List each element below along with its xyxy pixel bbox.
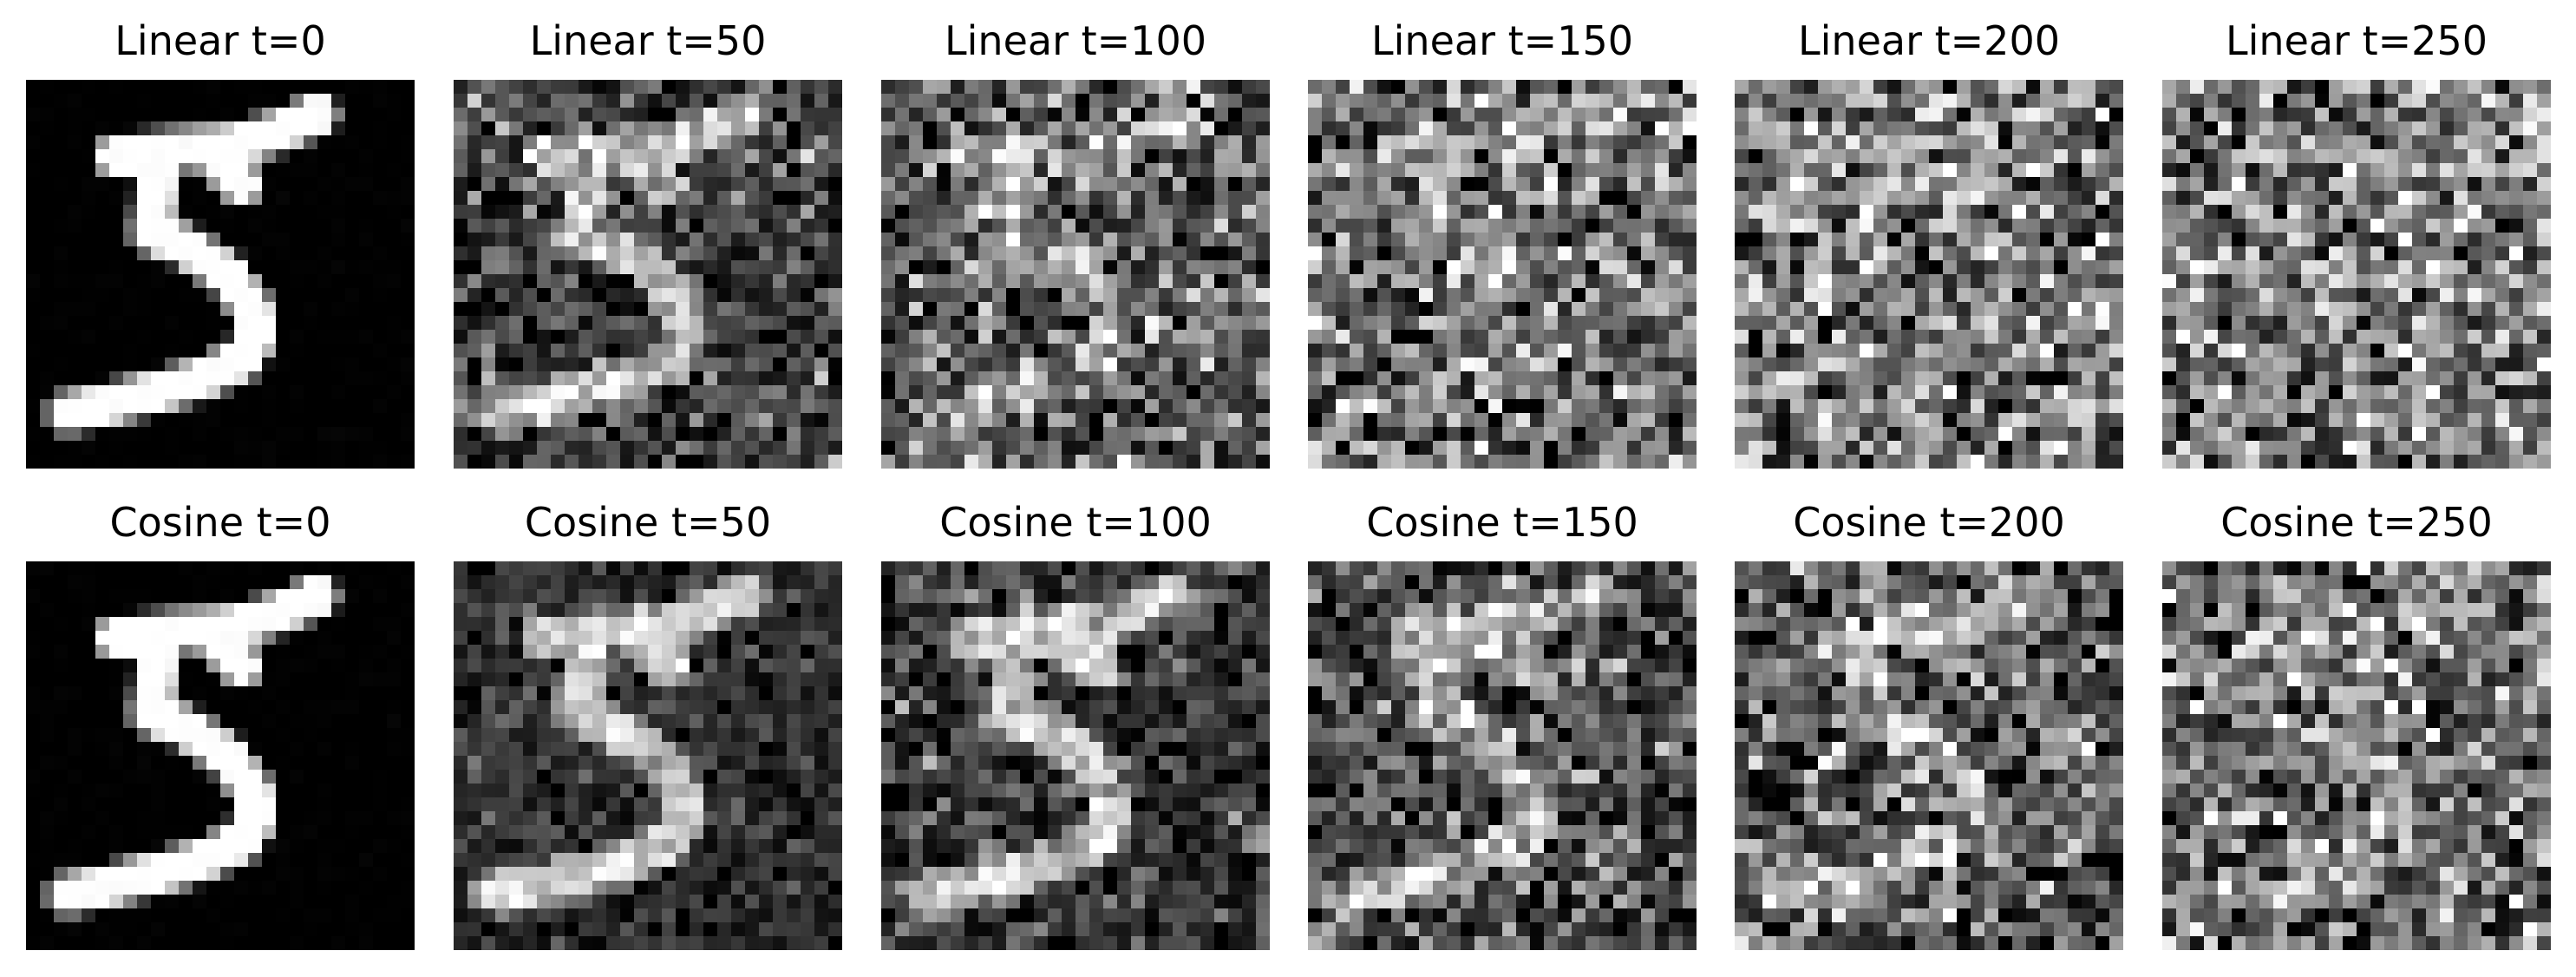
noisy-digit-image <box>881 80 1270 469</box>
panel-title: Linear t=250 <box>2226 17 2488 64</box>
panel-title: Linear t=100 <box>945 17 1206 64</box>
panel-linear-t200: Linear t=200 <box>1735 16 2123 469</box>
noisy-digit-image <box>1308 80 1697 469</box>
panel-title: Cosine t=150 <box>1366 499 1638 546</box>
panel-cosine-t150: Cosine t=150 <box>1308 497 1697 950</box>
panel-cosine-t200: Cosine t=200 <box>1735 497 2123 950</box>
panel-title: Cosine t=50 <box>524 499 772 546</box>
panel-cosine-t250: Cosine t=250 <box>2162 497 2551 950</box>
panel-linear-t150: Linear t=150 <box>1308 16 1697 469</box>
noisy-digit-image <box>1735 561 2123 950</box>
noisy-digit-image <box>2162 561 2551 950</box>
panel-cosine-t0: Cosine t=0 <box>26 497 415 950</box>
noisy-digit-image <box>26 561 415 950</box>
panel-cosine-t50: Cosine t=50 <box>454 497 842 950</box>
panel-title: Linear t=200 <box>1798 17 2060 64</box>
panel-cosine-t100: Cosine t=100 <box>881 497 1270 950</box>
panel-linear-t100: Linear t=100 <box>881 16 1270 469</box>
panel-title: Linear t=50 <box>529 17 767 64</box>
panel-title: Linear t=0 <box>114 17 326 64</box>
panel-linear-t250: Linear t=250 <box>2162 16 2551 469</box>
noisy-digit-image <box>1735 80 2123 469</box>
noisy-digit-image <box>26 80 415 469</box>
panel-title: Cosine t=200 <box>1793 499 2065 546</box>
noisy-digit-image <box>881 561 1270 950</box>
panel-linear-t0: Linear t=0 <box>26 16 415 469</box>
noisy-digit-image <box>1308 561 1697 950</box>
noisy-digit-image <box>454 80 842 469</box>
panel-linear-t50: Linear t=50 <box>454 16 842 469</box>
panel-title: Cosine t=0 <box>109 499 331 546</box>
noisy-digit-image <box>454 561 842 950</box>
panel-title: Cosine t=100 <box>939 499 1212 546</box>
noisy-digit-image <box>2162 80 2551 469</box>
panel-title: Cosine t=250 <box>2220 499 2493 546</box>
panel-title: Linear t=150 <box>1371 17 1633 64</box>
